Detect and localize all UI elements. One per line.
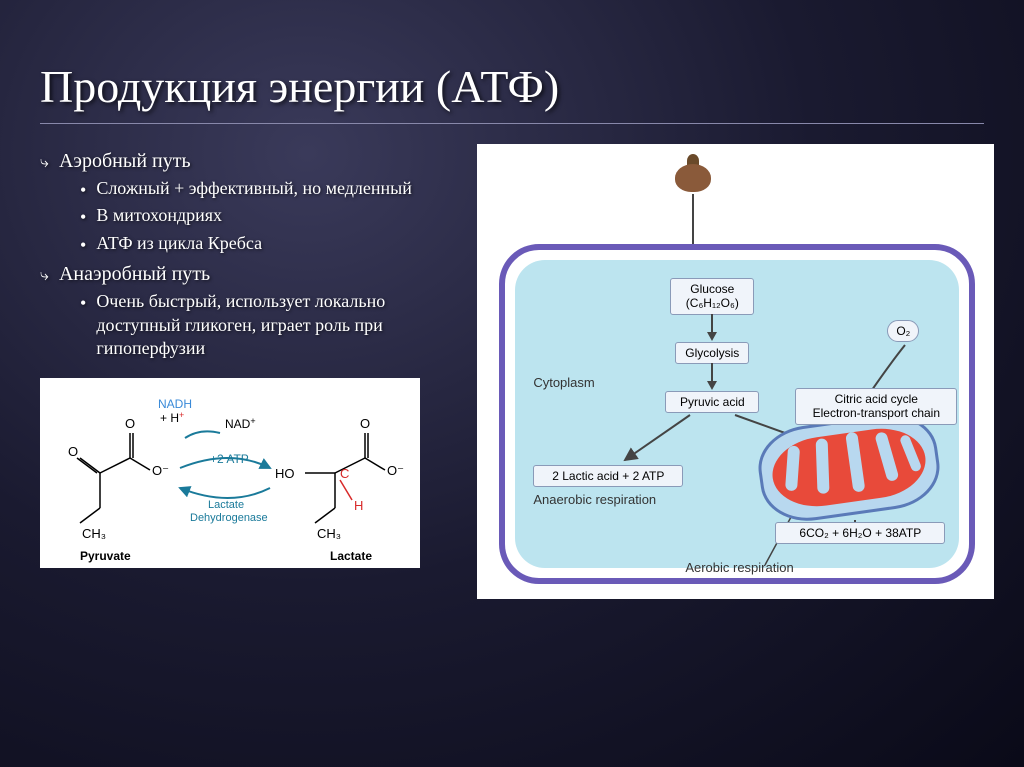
bullet-icon: ⤷ xyxy=(40,154,49,172)
svg-text:O: O xyxy=(68,444,78,459)
svg-text:+ H+: + H+ xyxy=(160,410,184,425)
dot-icon: • xyxy=(80,234,86,257)
bullet-aerobic-item: • В митохондриях xyxy=(80,204,457,229)
aerobic-out-box: 6CO₂ + 6H₂O + 38ATP xyxy=(775,522,945,544)
svg-text:Dehydrogenase: Dehydrogenase xyxy=(190,512,268,524)
svg-text:Pyruvate: Pyruvate xyxy=(80,549,131,563)
bullet-aerobic-item: • Сложный + эффективный, но медленный xyxy=(80,177,457,202)
arrow xyxy=(692,194,694,249)
bullet-aerobic-label: Аэробный путь xyxy=(59,150,191,173)
svg-text:Lactate: Lactate xyxy=(208,499,244,511)
dot-icon: • xyxy=(80,292,86,315)
nadh-label: NADH xyxy=(158,397,192,411)
citric-box: Citric acid cycle Electron-transport cha… xyxy=(795,388,957,425)
bullet-text: АТФ из цикла Кребса xyxy=(96,232,262,255)
bullet-aerobic: ⤷ Аэробный путь xyxy=(40,150,457,173)
bullet-text: В митохондриях xyxy=(96,204,222,227)
bullet-anaerobic-item: • Очень быстрый, использует локально дос… xyxy=(80,290,457,360)
svg-text:O: O xyxy=(125,416,135,431)
cell-diagram: Cytoplasm Glucose (C₆H₁₂O₆) Glycolysis P… xyxy=(477,144,994,599)
content-area: ⤷ Аэробный путь • Сложный + эффективный,… xyxy=(0,124,1024,599)
aerobic-resp-label: Aerobic respiration xyxy=(685,560,793,575)
svg-text:NAD+: NAD+ xyxy=(225,416,256,431)
svg-text:C: C xyxy=(340,466,349,481)
dot-icon: • xyxy=(80,179,86,202)
svg-text:HO: HO xyxy=(275,466,295,481)
bullet-aerobic-item: • АТФ из цикла Кребса xyxy=(80,232,457,257)
svg-text:CH₃: CH₃ xyxy=(317,526,341,541)
svg-text:H: H xyxy=(354,498,363,513)
bullet-anaerobic-label: Анаэробный путь xyxy=(59,263,210,286)
svg-text:O⁻: O⁻ xyxy=(152,463,169,478)
svg-text:O⁻: O⁻ xyxy=(387,463,404,478)
bullet-icon: ⤷ xyxy=(40,267,49,285)
o2-box: O₂ xyxy=(887,320,919,342)
bullet-text: Очень быстрый, использует локально досту… xyxy=(96,290,457,360)
left-column: ⤷ Аэробный путь • Сложный + эффективный,… xyxy=(40,144,457,599)
dot-icon: • xyxy=(80,206,86,229)
page-title: Продукция энергии (АТФ) xyxy=(0,0,1024,113)
food-icon xyxy=(675,164,711,192)
svg-text:Lactate: Lactate xyxy=(330,549,372,563)
svg-text:O: O xyxy=(360,416,370,431)
svg-text:CH₃: CH₃ xyxy=(82,526,106,541)
mito-matrix xyxy=(768,423,930,513)
chemistry-svg: O O O⁻ CH₃ HO O O⁻ CH₃ C xyxy=(40,378,420,568)
cytoplasm-region: Cytoplasm Glucose (C₆H₁₂O₆) Glycolysis P… xyxy=(515,260,959,568)
svg-text:+2 ATP: +2 ATP xyxy=(210,452,249,466)
cell-membrane: Cytoplasm Glucose (C₆H₁₂O₆) Glycolysis P… xyxy=(499,244,975,584)
bullet-text: Сложный + эффективный, но медленный xyxy=(96,177,412,200)
chemistry-diagram: O O O⁻ CH₃ HO O O⁻ CH₃ C xyxy=(40,378,420,568)
bullet-anaerobic: ⤷ Анаэробный путь xyxy=(40,263,457,286)
lactic-box: 2 Lactic acid + 2 ATP xyxy=(533,465,683,487)
anaerobic-resp-label: Anaerobic respiration xyxy=(533,492,656,507)
